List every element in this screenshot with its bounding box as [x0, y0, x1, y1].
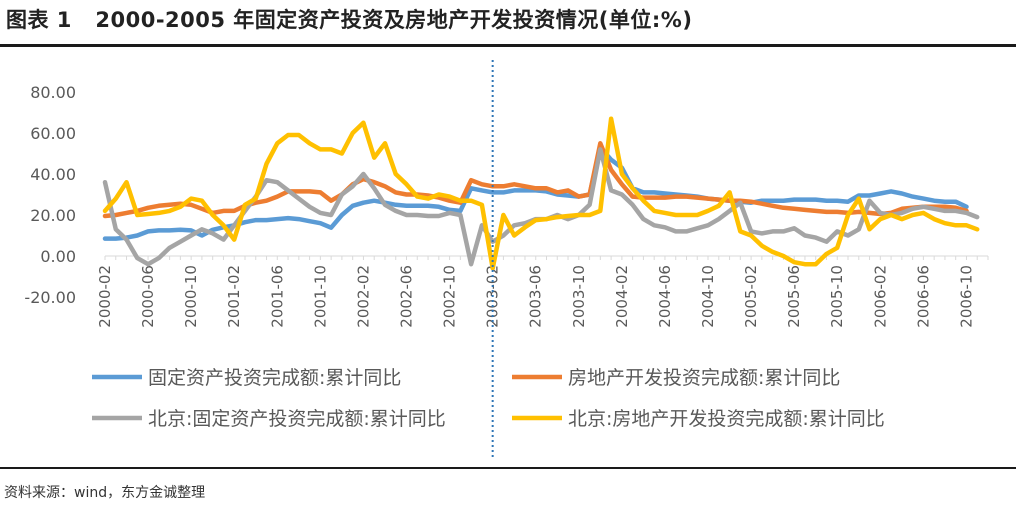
x-tick-label: 2001-06	[268, 265, 286, 328]
figure-title: 图表 1 2000-2005 年固定资产投资及房地产开发投资情况(单位:%)	[6, 4, 692, 34]
legend: 固定资产投资完成额:累计同比 房地产开发投资完成额:累计同比北京:固定资产投资完成…	[92, 367, 885, 430]
series-line-3	[102, 147, 980, 267]
figure-label: 图表 1	[6, 8, 72, 32]
footer-rule	[0, 467, 1016, 469]
x-tick-label: 2003-10	[570, 265, 588, 328]
x-tick-label: 2000-10	[182, 265, 200, 328]
x-tick-label: 2005-02	[742, 265, 760, 328]
x-tick-label: 2000-06	[139, 265, 157, 328]
x-tick-label: 2006-06	[914, 265, 932, 328]
x-tick-label: 2004-02	[613, 265, 631, 328]
y-tick-label: -20.00	[24, 288, 76, 307]
y-axis: -20.00 0.00 20.00 40.00 60.00 80.00	[24, 83, 76, 307]
x-tick-label: 2002-02	[354, 265, 372, 328]
x-tick-label: 2004-06	[656, 265, 674, 328]
y-tick-label: 80.00	[30, 83, 76, 102]
x-tick-label: 2006-02	[871, 265, 889, 328]
x-tick-label: 2001-02	[225, 265, 243, 328]
x-axis: 2000-02 2000-06 2000-10 2001-02 2001-06 2001-…	[96, 255, 989, 328]
series-line-2	[102, 141, 969, 219]
title-rule	[0, 44, 1016, 47]
y-tick-label: 0.00	[40, 247, 76, 266]
figure-title-text: 2000-2005 年固定资产投资及房地产开发投资情况(单位:%)	[95, 8, 693, 32]
x-tick-label: 2006-10	[957, 265, 975, 328]
legend-label: 房地产开发投资完成额:累计同比	[568, 367, 840, 389]
x-tick-label: 2000-02	[96, 265, 114, 328]
y-tick-label: 40.00	[30, 165, 76, 184]
legend-label: 固定资产投资完成额:累计同比	[148, 367, 401, 389]
legend-label: 北京:房地产开发投资完成额:累计同比	[568, 408, 885, 430]
x-tick-label: 2004-10	[699, 265, 717, 328]
y-tick-label: 60.00	[30, 124, 76, 143]
source-note: 资料来源：wind，东方金诚整理	[4, 485, 206, 501]
y-tick-label: 20.00	[30, 206, 76, 225]
legend-label: 北京:固定资产投资完成额:累计同比	[148, 408, 446, 430]
x-tick-label: 2003-06	[527, 265, 545, 328]
x-tick-label: 2002-10	[441, 265, 459, 328]
series-line-4	[102, 116, 980, 271]
series-layer	[102, 116, 980, 271]
x-tick-label: 2005-06	[785, 265, 803, 328]
x-tick-label: 2002-06	[398, 265, 416, 328]
x-tick-label: 2005-10	[828, 265, 846, 328]
x-tick-label: 2001-10	[311, 265, 329, 328]
